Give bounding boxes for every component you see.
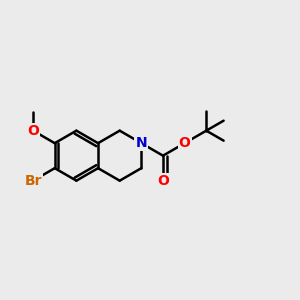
Text: N: N	[136, 136, 147, 150]
Text: O: O	[157, 174, 169, 188]
Text: O: O	[27, 124, 39, 138]
Text: Br: Br	[24, 174, 42, 188]
Text: O: O	[179, 136, 190, 150]
Text: methoxy: methoxy	[30, 111, 36, 112]
